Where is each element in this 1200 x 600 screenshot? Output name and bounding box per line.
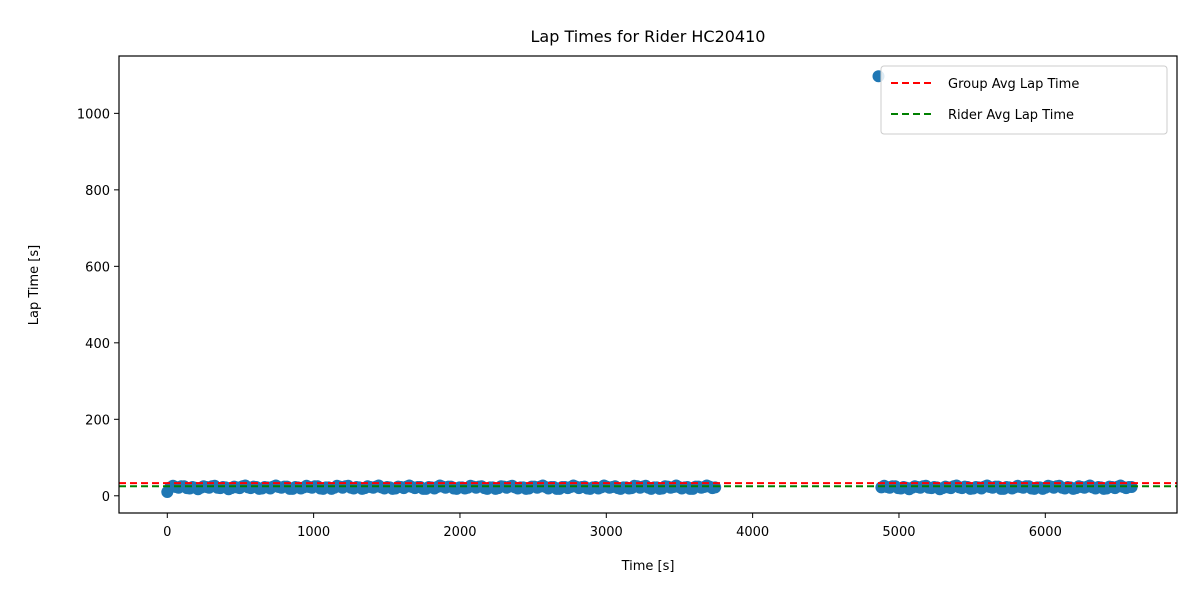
x-tick-label: 5000	[882, 525, 915, 540]
x-tick-label: 4000	[736, 525, 769, 540]
y-tick-label: 400	[85, 337, 110, 352]
x-tick-label: 1000	[297, 525, 330, 540]
legend-box	[880, 65, 1168, 135]
legend-rider-avg-label: Rider Avg Lap Time	[948, 108, 1074, 123]
y-axis-label: Lap Time [s]	[27, 245, 42, 325]
y-tick-label: 800	[85, 184, 110, 199]
x-axis-label: Time [s]	[621, 559, 675, 574]
plot-frame	[118, 55, 1178, 514]
x-tick-label: 6000	[1029, 525, 1062, 540]
y-tick-label: 200	[85, 413, 110, 428]
legend-group-avg-label: Group Avg Lap Time	[948, 77, 1079, 92]
plot-area	[119, 70, 1177, 498]
chart-title: Lap Times for Rider HC20410	[531, 27, 766, 46]
plot-clip-group	[119, 70, 1177, 498]
x-tick-label: 2000	[443, 525, 476, 540]
x-tick-label: 3000	[590, 525, 623, 540]
data-point	[709, 481, 722, 494]
x-tick-label: 0	[163, 525, 171, 540]
y-tick-label: 0	[102, 490, 110, 505]
axes: 0 1000 2000 3000 4000 5000 6000 0 200 400 600 800 10…	[77, 55, 1178, 540]
legend: Group Avg Lap Time Rider Avg Lap Time	[880, 65, 1168, 135]
y-tick-label: 600	[85, 260, 110, 275]
y-tick-label: 1000	[77, 107, 110, 122]
